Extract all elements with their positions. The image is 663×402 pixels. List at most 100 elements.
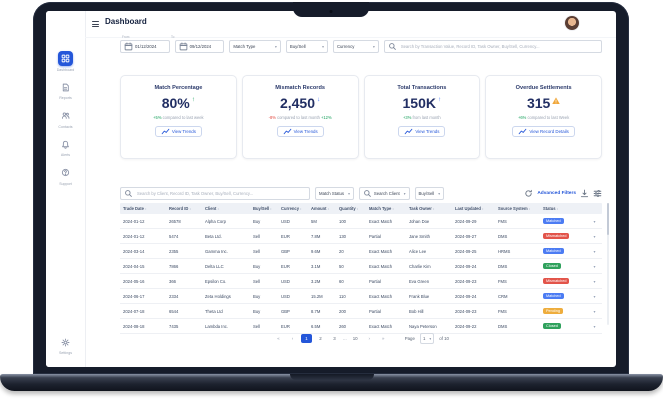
match-type-dropdown[interactable]: Match Type ▾: [229, 40, 281, 53]
sidebar-item-reports[interactable]: Reports: [58, 80, 73, 100]
table-row[interactable]: 2024-01-12 5474 Beta Ltd. Sell EUR 7.8M 130 Par…: [120, 229, 602, 244]
cell-match-type: Exact Match: [369, 263, 393, 269]
column-header-match-type[interactable]: Match Type ↕: [366, 206, 406, 211]
cell-client: Epsilon Co.: [205, 278, 227, 284]
laptop-base-groove: [289, 374, 374, 380]
card-button-label: View Trends: [171, 129, 196, 134]
cell-buy-sell: Buy: [253, 263, 261, 269]
global-search-input[interactable]: [398, 43, 598, 50]
table-row[interactable]: 2024-04-15 7866 Delta LLC Buy EUR 3.1M 50 Exact…: [120, 259, 602, 274]
sort-icon: ↕: [356, 206, 359, 211]
table-row[interactable]: 2024-03-14 2355 Gamma Inc. Sell GBP 9.6M 20 Exa…: [120, 244, 602, 259]
table-row[interactable]: 2024-05-16 366 Epsilon Co. Sell USD 3.2M 60 Par…: [120, 274, 602, 289]
first-page-button[interactable]: «: [277, 336, 280, 341]
filter-sliders-icon[interactable]: [593, 189, 602, 198]
table-row[interactable]: 2024-07-18 6544 Theta Ltd Buy GBP 8.7M 200 Part…: [120, 304, 602, 319]
scrollbar-thumb[interactable]: [606, 203, 609, 235]
card-action-button[interactable]: View Trends: [276, 126, 324, 137]
card-subtitle-text: compared to last week: [162, 115, 204, 120]
cell-match-type: Exact Match: [369, 248, 393, 254]
cell-last-updated: 2024-09-24: [455, 263, 477, 269]
sidebar-item-settings[interactable]: Settings: [46, 335, 85, 355]
column-header-amount[interactable]: Amount ↕: [308, 206, 336, 211]
sidebar-item-support[interactable]: Support: [58, 165, 73, 186]
table-row[interactable]: 2024-06-17 2334 Zeta Holdings Buy USD 15.2M 11…: [120, 289, 602, 304]
column-header-record-id[interactable]: Record ID ↕: [166, 206, 202, 211]
buy-sell-dropdown[interactable]: Buy/Sell ▾: [285, 40, 328, 53]
sidebar-item-label: Contacts: [58, 124, 73, 129]
advanced-filters-link[interactable]: Advanced Filters: [537, 191, 576, 196]
chevron-down-icon: ▾: [403, 191, 406, 196]
date-from-picker[interactable]: 01/12/2024: [120, 40, 170, 53]
row-expand-chevron-icon[interactable]: ▾: [593, 278, 596, 284]
currency-dropdown[interactable]: Currency ▾: [332, 40, 379, 53]
column-label: Task Owner: [409, 206, 432, 211]
row-expand-chevron-icon[interactable]: ▾: [593, 263, 596, 269]
screen: Dashboard Reports Contacts Alerts Support Se…: [46, 11, 616, 367]
table-row[interactable]: 2024-08-18 7435 Lambda Inc. Sell EUR 6.5M 260 E…: [120, 319, 602, 334]
row-expand-chevron-icon[interactable]: ▾: [593, 293, 596, 299]
user-avatar[interactable]: [565, 16, 579, 30]
dropdown-label: Match Status: [319, 191, 345, 196]
refresh-icon[interactable]: [524, 189, 533, 198]
row-expand-chevron-icon[interactable]: ▾: [593, 218, 596, 224]
card-action-button[interactable]: View Trends: [398, 126, 446, 137]
page-button-10[interactable]: 10: [352, 336, 358, 341]
alerts-icon: [58, 137, 73, 152]
cell-buy-sell: Sell: [253, 233, 260, 239]
cell-buy-sell: Sell: [253, 323, 260, 329]
table-search-input[interactable]: [135, 190, 306, 197]
sidebar-item-dashboard[interactable]: Dashboard: [57, 51, 74, 72]
column-header-last-updated[interactable]: Last Updated ↕: [452, 206, 495, 211]
column-header-source-system[interactable]: Source System ↕: [495, 206, 540, 211]
card-action-button[interactable]: View Trends: [154, 126, 202, 137]
sidebar-items: Dashboard Reports Contacts Alerts Support: [46, 51, 85, 186]
cell-status: Matched: [540, 292, 584, 300]
cell-task-owner: Jane Smith: [409, 233, 430, 239]
last-page-button[interactable]: »: [381, 336, 385, 341]
cell-trade-date: 2024-07-18: [123, 308, 145, 314]
pagination-ellipsis: ...: [343, 336, 347, 341]
table-scrollbar[interactable]: [606, 203, 609, 325]
cell-trade-date: 2024-04-15: [123, 263, 145, 269]
cell-buy-sell: Sell: [253, 248, 260, 254]
table-buy-sell-dropdown[interactable]: Buy/Sell ▾: [414, 187, 445, 200]
app-window: Dashboard Reports Contacts Alerts Support Se…: [46, 11, 616, 367]
row-expand-chevron-icon[interactable]: ▾: [593, 233, 596, 239]
table-row[interactable]: 2024-01-12 26578 Alpha Corp Buy USD 5M 100 Exac…: [120, 214, 602, 229]
sidebar-item-alerts[interactable]: Alerts: [58, 137, 73, 157]
column-header-buy-sell[interactable]: Buy/Sell ↕: [250, 206, 278, 211]
sidebar-item-contacts[interactable]: Contacts: [58, 108, 73, 129]
cell-status: Closed: [540, 262, 584, 270]
cell-buy-sell: Buy: [253, 293, 261, 299]
column-header-currency[interactable]: Currency ↕: [278, 206, 308, 211]
chevron-down-icon: ▾: [429, 336, 432, 341]
date-to-picker[interactable]: 09/12/2024: [174, 40, 225, 53]
column-header-status[interactable]: Status ↕: [540, 206, 584, 211]
column-header-client[interactable]: Client ↕: [202, 206, 250, 211]
column-header-trade-date[interactable]: Trade Date ↕: [120, 206, 166, 211]
cell-client: Delta LLC: [205, 263, 224, 269]
card-action-button[interactable]: View Record Details: [512, 126, 575, 137]
cell-status: Matched: [540, 247, 584, 255]
card-delta: +3%: [403, 115, 412, 120]
page-button-2[interactable]: 2: [319, 336, 322, 341]
hamburger-menu-icon[interactable]: [92, 21, 99, 29]
page-button-3[interactable]: 3: [333, 336, 336, 341]
prev-page-button[interactable]: ‹: [291, 336, 294, 341]
page-select[interactable]: 1 ▾: [419, 333, 435, 344]
next-page-button[interactable]: ›: [368, 336, 370, 341]
card-subtitle: +5% compared to last week: [153, 115, 203, 120]
row-expand-chevron-icon[interactable]: ▾: [593, 248, 596, 254]
search-client-control[interactable]: Search Client ▾: [358, 187, 410, 200]
row-expand-chevron-icon[interactable]: ▾: [593, 323, 596, 329]
sort-icon: ↕: [392, 206, 394, 211]
row-expand-chevron-icon[interactable]: ▾: [593, 308, 596, 314]
page-button-1[interactable]: 1: [301, 334, 313, 343]
column-header-task-owner[interactable]: Task Owner ↕: [406, 206, 452, 211]
match-status-dropdown[interactable]: Match Status ▾: [315, 187, 354, 200]
column-header-quantity[interactable]: Quantity ↕: [336, 206, 366, 211]
download-icon[interactable]: [580, 189, 589, 198]
cell-amount: 5M: [311, 218, 317, 224]
